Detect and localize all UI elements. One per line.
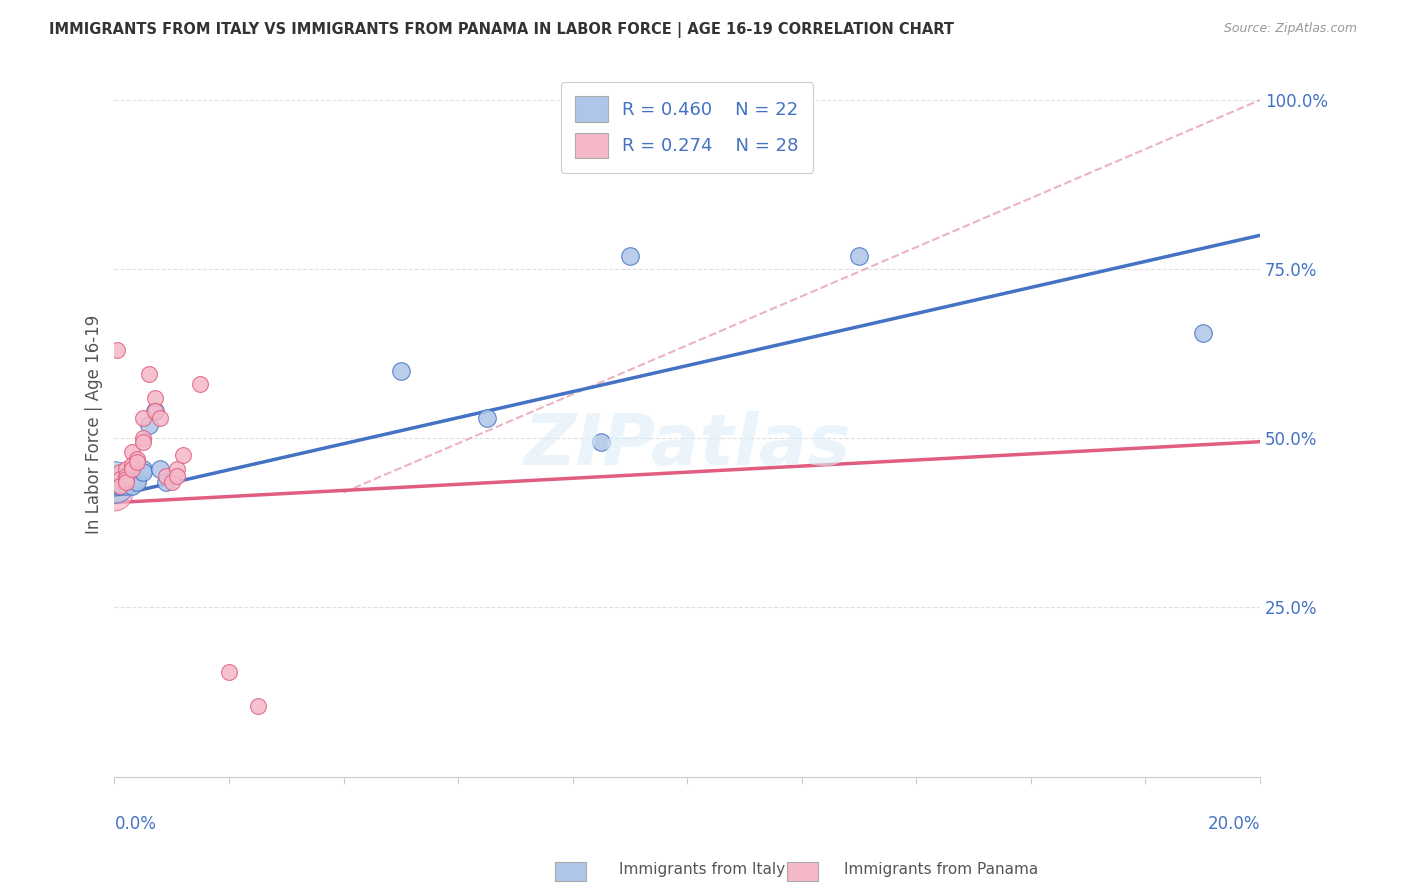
Point xyxy=(108,475,131,490)
Text: IMMIGRANTS FROM ITALY VS IMMIGRANTS FROM PANAMA IN LABOR FORCE | AGE 16-19 CORRE: IMMIGRANTS FROM ITALY VS IMMIGRANTS FROM… xyxy=(49,22,955,38)
Text: Immigrants from Panama: Immigrants from Panama xyxy=(844,863,1038,877)
Point xyxy=(115,472,138,486)
Text: ZIPatlas: ZIPatlas xyxy=(523,411,851,481)
Text: 20.0%: 20.0% xyxy=(1208,815,1260,833)
Point xyxy=(121,445,143,459)
Point xyxy=(149,411,172,425)
Point xyxy=(121,458,143,473)
Point xyxy=(172,448,194,462)
Point xyxy=(246,698,269,713)
Point xyxy=(166,468,188,483)
Point xyxy=(143,391,166,405)
Point xyxy=(166,462,188,476)
Point xyxy=(115,462,138,476)
Point xyxy=(115,475,138,490)
Point xyxy=(108,472,131,486)
Point xyxy=(121,479,143,493)
Point xyxy=(475,411,498,425)
Point xyxy=(1191,326,1213,341)
Point xyxy=(108,479,131,493)
Point xyxy=(676,113,699,128)
Point xyxy=(218,665,240,679)
Point xyxy=(115,468,138,483)
Point xyxy=(389,364,412,378)
Point xyxy=(138,417,160,432)
Point xyxy=(132,434,155,449)
Point xyxy=(155,475,177,490)
Point xyxy=(103,475,125,490)
Point xyxy=(155,468,177,483)
Point xyxy=(108,465,131,479)
Point xyxy=(105,343,128,358)
Point xyxy=(619,249,641,263)
Point xyxy=(103,485,125,500)
Point xyxy=(127,451,149,466)
Point xyxy=(132,411,155,425)
Point xyxy=(132,462,155,476)
Point xyxy=(108,479,131,493)
Point xyxy=(591,434,613,449)
Point xyxy=(127,472,149,486)
Text: Source: ZipAtlas.com: Source: ZipAtlas.com xyxy=(1223,22,1357,36)
Y-axis label: In Labor Force | Age 16-19: In Labor Force | Age 16-19 xyxy=(86,315,103,534)
Point xyxy=(160,475,183,490)
Point xyxy=(143,404,166,418)
Point xyxy=(188,377,211,392)
Legend: R = 0.460    N = 22, R = 0.274    N = 28: R = 0.460 N = 22, R = 0.274 N = 28 xyxy=(561,82,813,173)
Point xyxy=(127,455,149,469)
Point xyxy=(105,479,128,493)
Text: 0.0%: 0.0% xyxy=(114,815,156,833)
Point xyxy=(115,475,138,490)
Point xyxy=(121,462,143,476)
Text: Immigrants from Italy: Immigrants from Italy xyxy=(619,863,785,877)
Point xyxy=(132,431,155,445)
Point xyxy=(115,479,138,493)
Point xyxy=(127,475,149,490)
Point xyxy=(121,475,143,490)
Point xyxy=(149,462,172,476)
Point xyxy=(138,367,160,381)
Point xyxy=(848,249,870,263)
Point xyxy=(132,465,155,479)
Point xyxy=(115,472,138,486)
Point xyxy=(143,404,166,418)
